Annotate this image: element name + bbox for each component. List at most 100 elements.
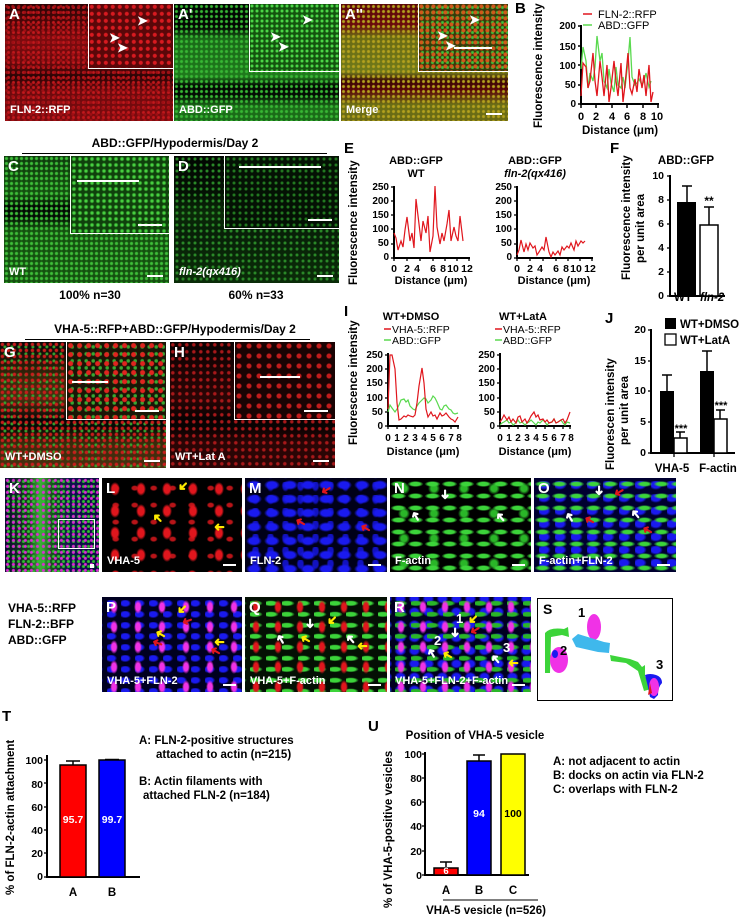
header-rule	[22, 153, 327, 154]
chart-J: WT+DMSO WT+LatA Fluorescen intensity per…	[600, 300, 742, 500]
svg-text:6: 6	[439, 433, 445, 444]
line-scan-marker	[77, 180, 139, 182]
scale-bar	[512, 684, 525, 686]
svg-text:250: 250	[366, 350, 383, 361]
fln2-actin-shape	[572, 634, 610, 653]
svg-text:80: 80	[31, 779, 43, 791]
arrow-icon: ➜	[271, 631, 290, 648]
arrow-icon: ➜	[438, 646, 456, 665]
svg-text:4: 4	[537, 263, 543, 275]
arrowhead-icon: ➤	[469, 12, 480, 27]
svg-text:40: 40	[410, 821, 422, 833]
chart-E: Fluorescence intensity ABD::GFP WT 250 20…	[345, 150, 607, 290]
svg-text:5: 5	[430, 433, 436, 444]
scale-bar	[657, 564, 670, 566]
panel-label: M	[249, 480, 262, 497]
diagram-number: 2	[560, 643, 568, 658]
svg-text:4: 4	[414, 263, 420, 275]
scale-bar	[368, 564, 381, 566]
channel-label: Merge	[346, 104, 379, 116]
panel-label: N	[394, 480, 405, 497]
svg-text:8: 8	[640, 111, 646, 123]
svg-text:10: 10	[651, 111, 663, 123]
legend-entry: ABD::GFP	[503, 335, 552, 347]
svg-text:6: 6	[553, 263, 559, 275]
scale-bar	[223, 684, 236, 686]
legend-entry: ABD::GFP	[392, 335, 441, 347]
svg-text:5: 5	[542, 433, 548, 444]
svg-text:3: 3	[524, 433, 530, 444]
legend-entry: VHA-5::RFP	[392, 324, 450, 336]
panel-L-image: ➜ ➜ ➜ L VHA-5	[102, 478, 242, 572]
svg-text:200: 200	[478, 364, 495, 375]
y-axis-label: % of FLN-2-actin attachment	[5, 740, 17, 895]
panel-label: R	[394, 599, 405, 616]
x-axis-label: Distance (μm)	[499, 446, 572, 458]
arrow-icon: ➜	[508, 656, 519, 671]
legend-line: FLN-2::BFP	[8, 617, 74, 632]
svg-text:4: 4	[658, 242, 664, 254]
vesicle-shape	[587, 614, 601, 640]
panel-S-diagram: S 1 2 3	[537, 598, 673, 701]
svg-text:0: 0	[514, 263, 520, 275]
svg-text:50: 50	[372, 407, 384, 418]
svg-text:12: 12	[461, 263, 473, 275]
panel-G-image: G WT+DMSO	[0, 342, 166, 468]
arrow-icon: ➜	[149, 634, 166, 653]
svg-text:2: 2	[527, 263, 533, 275]
chart-title: Position of VHA-5 vesicle	[406, 730, 545, 742]
channel-label: F-actin+FLN-2	[539, 555, 613, 567]
channel-label: WT+DMSO	[5, 451, 62, 463]
svg-text:250: 250	[372, 182, 389, 193]
svg-text:150: 150	[372, 210, 389, 221]
scale-bar	[90, 564, 94, 568]
actin-shape	[610, 655, 651, 691]
svg-text:1: 1	[506, 433, 512, 444]
arrow-icon: ➜	[638, 521, 656, 540]
bar-value-label: 6	[443, 866, 448, 877]
panel-label: O	[538, 480, 550, 497]
note-line: C: overlaps with FLN-2	[553, 784, 678, 796]
svg-text:40: 40	[31, 825, 43, 837]
svg-text:2: 2	[658, 266, 664, 278]
scale-bar	[313, 460, 329, 462]
svg-text:100: 100	[25, 755, 43, 767]
panel-label-J: J	[605, 310, 614, 327]
category-label: B	[475, 885, 483, 897]
channel-label: WT	[9, 266, 27, 278]
category-label: A	[442, 885, 450, 897]
svg-text:2: 2	[515, 433, 521, 444]
svg-text:12: 12	[584, 263, 596, 275]
svg-text:8: 8	[658, 194, 664, 206]
svg-text:50: 50	[565, 80, 577, 91]
note-line: attached to actin (n=215)	[156, 749, 292, 761]
svg-text:100: 100	[404, 749, 422, 761]
percent-C: 100% n=30	[59, 288, 121, 302]
channel-label: WT+Lat A	[175, 451, 226, 463]
svg-text:20: 20	[31, 848, 43, 860]
arrow-icon: ➜	[591, 485, 607, 496]
panel-label: A''	[345, 6, 363, 23]
vesicle-number: 1	[456, 611, 464, 626]
chart-U-notes: A: not adjacent to actin B: docks on act…	[553, 755, 704, 797]
arrowhead-icon: ➤	[445, 38, 456, 53]
scale-bar	[135, 410, 159, 412]
channel-label: VHA-5+FLN-2+F-actin	[395, 675, 509, 687]
svg-text:80: 80	[410, 773, 422, 785]
panel-label: A	[9, 6, 20, 23]
panel-label-U: U	[368, 718, 379, 735]
y-axis-label: Fluorescence intensity	[621, 155, 633, 280]
svg-text:0: 0	[489, 421, 495, 432]
category-label: B	[108, 887, 116, 899]
x-axis-label: Distance (μm)	[387, 446, 460, 458]
arrow-icon: ➜	[437, 489, 453, 500]
arrow-icon: ➜	[179, 612, 196, 631]
channel-label: fln-2(qx416)	[179, 266, 241, 278]
chart-title: WT+LatA	[499, 311, 547, 323]
panel-label-B: B	[515, 0, 526, 17]
panel-R-image: 1 2 3 ➜ ➜ ➜ ➜ ➜ ➜ ➜ R VHA-5+FLN-2+F-acti…	[390, 597, 531, 692]
panel-O-image: ➜ ➜ ➜ ➜ ➜ ➜ O F-actin+FLN-2	[534, 478, 676, 572]
line-scan-marker	[72, 381, 108, 383]
scale-bar	[512, 564, 525, 566]
chart-subtitle: WT	[407, 168, 424, 180]
